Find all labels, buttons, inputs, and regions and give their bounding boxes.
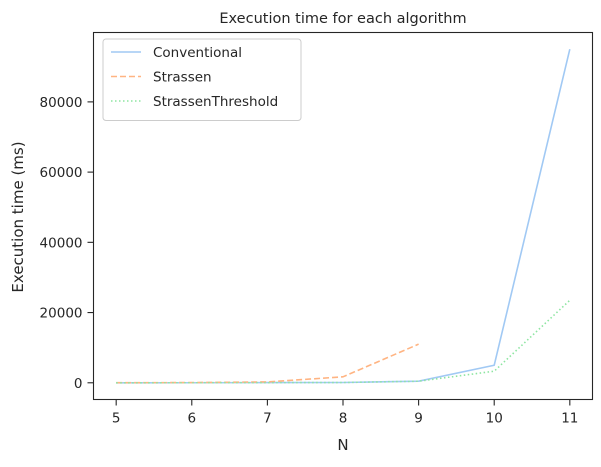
- x-axis: 5 6 7 8 9 10 11: [112, 399, 578, 427]
- x-tick-label: 6: [187, 411, 196, 427]
- y-tick-label: 80000: [40, 95, 83, 111]
- x-tick-label: 11: [561, 411, 578, 427]
- plot-area: [116, 49, 571, 384]
- legend-label: StrassenThreshold: [153, 94, 278, 110]
- y-tick-label: 60000: [40, 165, 83, 181]
- legend-label: Strassen: [153, 70, 212, 86]
- series-line-strassen: [116, 343, 419, 384]
- legend-label: Conventional: [153, 45, 242, 61]
- x-axis-label: N: [337, 436, 348, 454]
- y-axis: 0 20000 40000 60000 80000: [40, 95, 94, 392]
- x-tick-label: 5: [112, 411, 121, 427]
- y-tick-label: 40000: [40, 235, 83, 251]
- x-tick-label: 7: [263, 411, 272, 427]
- y-axis-label: Execution time (ms): [9, 141, 27, 292]
- legend: Conventional Strassen StrassenThreshold: [102, 38, 302, 121]
- chart-title: Execution time for each algorithm: [219, 11, 466, 27]
- x-tick-label: 10: [486, 411, 503, 427]
- x-tick-label: 8: [339, 411, 348, 427]
- legend-box: [102, 38, 302, 121]
- y-tick-label: 20000: [40, 306, 83, 322]
- x-tick-label: 9: [414, 411, 423, 427]
- y-tick-label: 0: [74, 376, 83, 392]
- axes-frame: [92, 31, 594, 401]
